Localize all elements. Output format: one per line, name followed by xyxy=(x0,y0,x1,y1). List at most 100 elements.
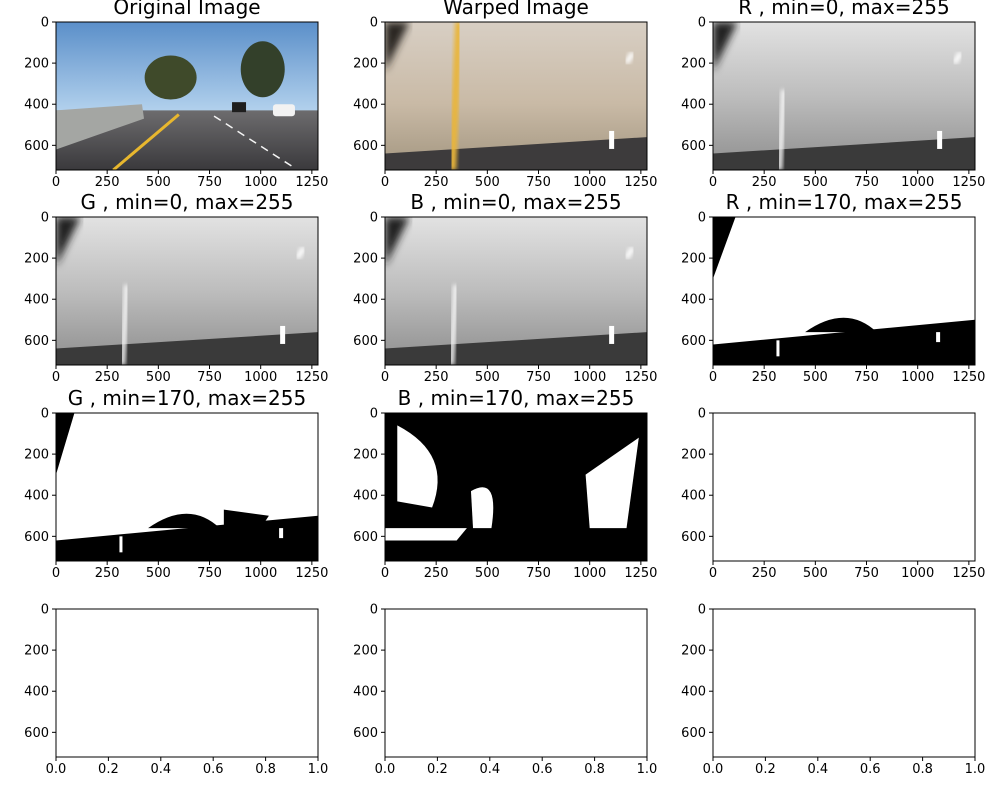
x-tick-label: 0.6 xyxy=(532,762,553,777)
tree xyxy=(240,41,285,98)
lane-mark xyxy=(280,325,286,344)
image-content xyxy=(385,609,647,757)
x-tick-label: 500 xyxy=(146,566,171,581)
x-tick-label: 0.2 xyxy=(755,762,776,777)
x-tick-label: 250 xyxy=(752,175,777,190)
dark-corner xyxy=(713,22,738,72)
y-tick-label: 200 xyxy=(353,644,378,659)
binary-white xyxy=(585,437,639,529)
image-content xyxy=(385,217,647,365)
x-tick-label: 1250 xyxy=(952,566,985,581)
subplot-title: G , min=170, max=255 xyxy=(68,386,306,410)
x-tick-label: 1.0 xyxy=(965,762,986,777)
image-content xyxy=(385,22,647,170)
y-tick-label: 0 xyxy=(370,603,378,618)
binary-white xyxy=(936,332,941,343)
x-tick-label: 0.0 xyxy=(46,762,67,777)
x-tick-label: 0.8 xyxy=(912,762,933,777)
lane-line xyxy=(120,284,130,365)
subplot: Warped Image 0 250 500 750 1000 1250 0 200 400 600 xyxy=(353,0,657,190)
x-tick-label: 250 xyxy=(95,566,120,581)
image-content xyxy=(713,413,975,561)
x-tick-label: 0.8 xyxy=(584,762,605,777)
x-tick-label: 0.0 xyxy=(375,762,396,777)
subplot: B , min=0, max=255 0 250 500 750 1000 1250 0 200… xyxy=(353,190,657,385)
x-tick-label: 1250 xyxy=(952,370,985,385)
y-tick-label: 600 xyxy=(353,139,378,154)
subplot-title: R , min=170, max=255 xyxy=(726,190,963,214)
lane-line xyxy=(449,22,463,170)
binary-black xyxy=(148,513,220,529)
x-tick-label: 0.2 xyxy=(427,762,448,777)
binary-black xyxy=(56,413,75,475)
x-tick-label: 1250 xyxy=(295,566,328,581)
subplot-title: R , min=0, max=255 xyxy=(738,0,949,19)
axes-frame xyxy=(55,21,319,171)
x-tick-label: 0 xyxy=(52,175,60,190)
y-tick-label: 400 xyxy=(681,685,706,700)
x-tick-label: 750 xyxy=(854,566,879,581)
image-content xyxy=(56,609,318,757)
axes-frame xyxy=(712,21,976,171)
subplot: Original Image 0 250 500 750 1000 1250 0 200 400 6… xyxy=(24,0,328,190)
x-tick-label: 500 xyxy=(803,370,828,385)
x-tick-label: 250 xyxy=(95,370,120,385)
x-tick-label: 250 xyxy=(752,370,777,385)
subplot: R , min=0, max=255 0 250 500 750 1000 1250 0 200… xyxy=(681,0,985,190)
x-tick-label: 500 xyxy=(803,566,828,581)
axes-frame xyxy=(384,216,648,366)
image-content xyxy=(56,217,318,365)
x-tick-label: 0 xyxy=(52,370,60,385)
x-tick-label: 1000 xyxy=(244,175,277,190)
axes-frame xyxy=(384,608,648,758)
x-tick-label: 1250 xyxy=(295,175,328,190)
y-tick-label: 400 xyxy=(24,489,49,504)
y-tick-label: 0 xyxy=(698,211,706,226)
x-tick-label: 1250 xyxy=(624,370,657,385)
barrier xyxy=(56,104,145,150)
x-tick-label: 500 xyxy=(475,175,500,190)
x-tick-label: 1250 xyxy=(624,175,657,190)
x-tick-label: 750 xyxy=(854,370,879,385)
subplot-title: Original Image xyxy=(113,0,260,19)
lane-mark xyxy=(295,246,306,260)
y-tick-label: 200 xyxy=(24,448,49,463)
x-tick-label: 750 xyxy=(526,566,551,581)
y-tick-label: 600 xyxy=(353,334,378,349)
x-tick-label: 0 xyxy=(709,175,717,190)
y-tick-label: 0 xyxy=(698,407,706,422)
x-tick-label: 0.4 xyxy=(150,762,171,777)
x-tick-label: 1000 xyxy=(244,370,277,385)
x-tick-label: 0 xyxy=(381,566,389,581)
x-tick-label: 750 xyxy=(526,370,551,385)
blank xyxy=(385,609,647,757)
y-tick-label: 0 xyxy=(41,16,49,31)
y-tick-label: 600 xyxy=(353,530,378,545)
lane-mark xyxy=(937,130,943,149)
x-tick-label: 500 xyxy=(146,370,171,385)
x-tick-label: 0.8 xyxy=(255,762,276,777)
y-tick-label: 0 xyxy=(370,16,378,31)
x-tick-label: 1000 xyxy=(244,566,277,581)
x-tick-label: 750 xyxy=(197,566,222,581)
x-tick-label: 500 xyxy=(803,175,828,190)
x-tick-label: 500 xyxy=(475,370,500,385)
tree xyxy=(144,55,197,100)
y-tick-label: 600 xyxy=(24,726,49,741)
image-content xyxy=(713,22,975,170)
axes-frame xyxy=(55,216,319,366)
x-tick-label: 1000 xyxy=(901,175,934,190)
x-tick-label: 1.0 xyxy=(637,762,658,777)
x-tick-label: 1.0 xyxy=(308,762,329,777)
lane-line xyxy=(777,89,787,170)
subplot: G , min=0, max=255 0 250 500 750 1000 1250 0 200… xyxy=(24,190,328,385)
y-tick-label: 200 xyxy=(681,644,706,659)
blank xyxy=(56,609,318,757)
x-tick-label: 250 xyxy=(424,566,449,581)
axes-frame xyxy=(384,412,648,562)
y-tick-label: 600 xyxy=(681,530,706,545)
y-tick-label: 600 xyxy=(24,139,49,154)
y-tick-label: 600 xyxy=(681,139,706,154)
